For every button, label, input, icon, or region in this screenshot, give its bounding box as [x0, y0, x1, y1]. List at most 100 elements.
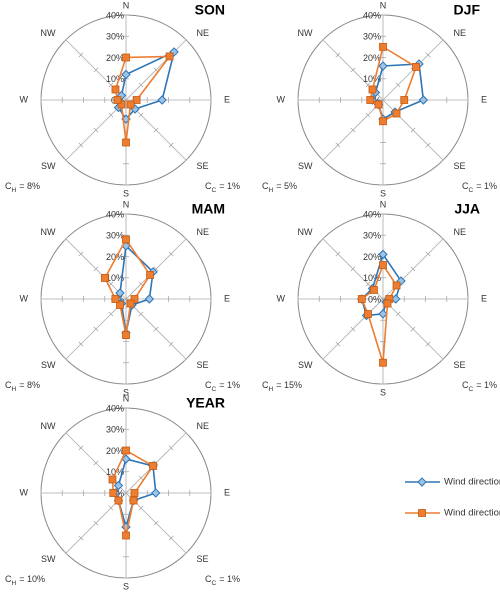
marker: [146, 271, 154, 279]
tick-mark: [168, 535, 174, 541]
direction-label: N: [123, 0, 130, 10]
tick-mark: [93, 67, 99, 73]
chart-title: JJA: [454, 201, 480, 217]
tick-mark: [440, 157, 446, 163]
tick-mark: [350, 326, 356, 332]
direction-label: SE: [196, 360, 208, 370]
calm-value: = 1%: [476, 380, 497, 390]
r-tick-label: 10%: [363, 273, 381, 283]
calm-subscript: C: [469, 386, 474, 393]
chart-title: SON: [195, 2, 225, 18]
r-tick-label: 10%: [363, 74, 381, 84]
marker: [122, 138, 130, 147]
direction-label: W: [20, 293, 29, 303]
marker: [392, 109, 401, 118]
calm-label: CC = 1%: [462, 380, 497, 392]
calm-label: CC = 1%: [205, 181, 240, 193]
tick-mark: [138, 112, 144, 118]
tick-mark: [93, 266, 99, 272]
marker: [364, 310, 372, 318]
direction-label: SW: [41, 360, 56, 370]
tick-mark: [108, 505, 114, 511]
tick-mark: [93, 460, 99, 466]
calm-label: CC = 1%: [205, 574, 240, 586]
marker: [378, 309, 388, 319]
marker: [122, 235, 130, 244]
marker: [132, 96, 141, 104]
marker: [117, 100, 126, 109]
calm-subscript: H: [12, 580, 17, 587]
direction-label: S: [123, 387, 129, 397]
marker: [169, 47, 179, 57]
marker: [121, 69, 131, 80]
calm-label: CH = 15%: [262, 380, 302, 392]
calm-subscript: H: [12, 386, 17, 393]
tick-mark: [320, 37, 326, 43]
marker: [417, 477, 427, 487]
chart-title: MAM: [192, 201, 225, 217]
calm-symbol: C: [205, 181, 212, 191]
tick-mark: [63, 550, 69, 556]
tick-mark: [365, 82, 371, 88]
calm-symbol: C: [5, 181, 12, 191]
tick-mark: [78, 251, 84, 257]
marker: [379, 261, 387, 269]
marker: [101, 274, 109, 282]
marker: [130, 489, 139, 497]
r-tick-label: 30%: [363, 32, 381, 42]
direction-label: SW: [41, 161, 56, 171]
tick-mark: [365, 112, 371, 118]
r-tick-label: 20%: [363, 53, 381, 63]
direction-label: NE: [453, 227, 466, 237]
calm-label: CC = 1%: [462, 181, 497, 193]
tick-mark: [425, 341, 431, 347]
marker: [130, 295, 139, 303]
marker: [400, 96, 409, 104]
marker: [113, 96, 122, 104]
direction-label: NW: [41, 28, 56, 38]
tick-mark: [63, 356, 69, 362]
direction-label: SE: [453, 360, 465, 370]
tick-mark: [395, 82, 401, 88]
marker: [122, 531, 130, 540]
marker: [115, 288, 125, 298]
r-tick-label: 0%: [368, 294, 381, 304]
calm-symbol: C: [262, 380, 269, 390]
direction-label: NE: [453, 28, 466, 38]
tick-mark: [183, 430, 189, 436]
direction-label: NW: [298, 227, 313, 237]
calm-value: = 5%: [276, 181, 297, 191]
tick-mark: [335, 52, 341, 58]
direction-label: E: [224, 94, 230, 104]
calm-symbol: C: [205, 574, 212, 584]
tick-mark: [138, 505, 144, 511]
direction-label: SE: [196, 554, 208, 564]
calm-label: CH = 8%: [5, 181, 40, 193]
marker: [151, 488, 161, 498]
tick-mark: [350, 127, 356, 133]
direction-label: N: [123, 199, 130, 209]
marker: [412, 63, 420, 71]
marker: [114, 496, 123, 505]
tick-mark: [78, 445, 84, 451]
tick-mark: [153, 127, 159, 133]
r-tick-label: 40%: [106, 209, 124, 219]
tick-mark: [440, 37, 446, 43]
direction-label: SW: [298, 161, 313, 171]
tick-mark: [350, 266, 356, 272]
marker: [366, 96, 375, 104]
direction-label: S: [123, 581, 129, 591]
r-tick-label: 40%: [106, 10, 124, 20]
calm-subscript: H: [269, 187, 274, 194]
r-tick-label: 20%: [363, 252, 381, 262]
tick-mark: [138, 311, 144, 317]
direction-label: W: [20, 94, 29, 104]
direction-label: S: [123, 188, 129, 198]
direction-label: NE: [196, 227, 209, 237]
calm-value: = 8%: [19, 181, 40, 191]
marker: [149, 462, 157, 470]
tick-mark: [335, 142, 341, 148]
marker: [129, 496, 138, 505]
tick-mark: [320, 236, 326, 242]
